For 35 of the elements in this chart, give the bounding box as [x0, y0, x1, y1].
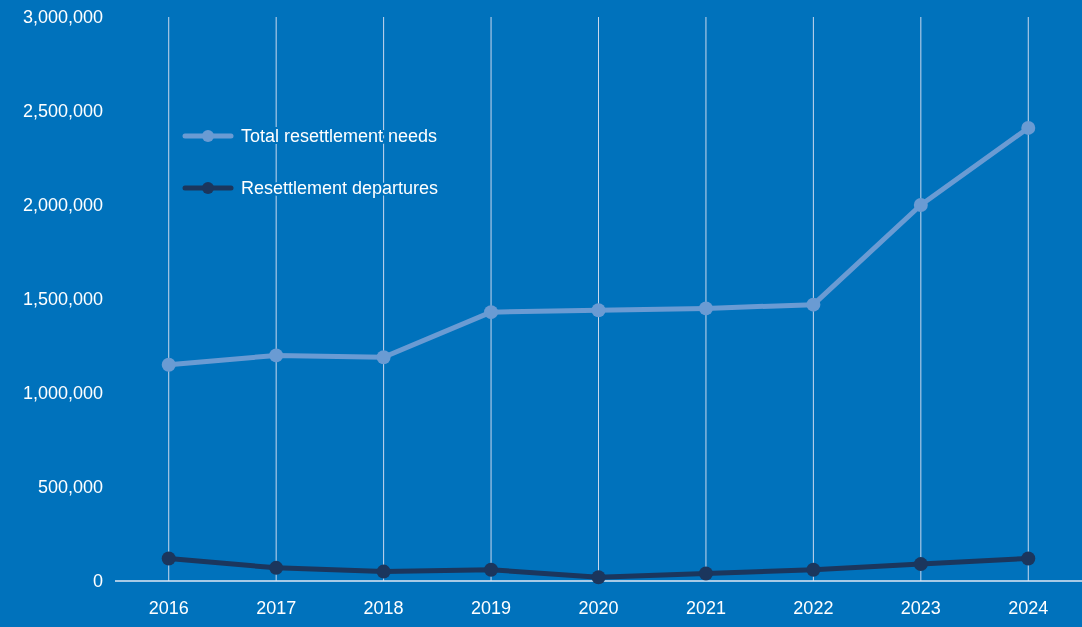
point: [161, 357, 176, 372]
y-tick-label: 2,500,000: [22, 101, 103, 122]
point: [1021, 551, 1036, 566]
y-tick-label: 1,000,000: [22, 383, 103, 404]
point: [591, 570, 606, 585]
point: [376, 350, 391, 365]
y-tick-label: 1,500,000: [22, 289, 103, 310]
y-tick-label: 3,000,000: [22, 7, 103, 28]
point: [484, 305, 499, 320]
point: [161, 551, 176, 566]
y-tick-label: 2,000,000: [22, 195, 103, 216]
x-tick-label: 2022: [793, 598, 834, 618]
point: [698, 566, 713, 581]
x-tick-label: 2024: [1008, 598, 1049, 618]
point: [269, 348, 284, 363]
point: [484, 562, 499, 577]
point: [698, 301, 713, 316]
legend-label: Total resettlement needs: [241, 126, 438, 147]
y-tick-label: 500,000: [37, 477, 103, 498]
y-tick-label: 0: [92, 571, 103, 592]
x-tick-label: 2017: [256, 598, 297, 618]
point: [1021, 120, 1036, 135]
point: [913, 198, 928, 212]
x-tick-label: 2020: [578, 598, 619, 618]
point: [806, 297, 821, 312]
point: [269, 560, 284, 575]
x-tick-label: 2019: [471, 598, 512, 618]
point: [376, 564, 391, 579]
point: [913, 557, 928, 572]
point: [806, 562, 821, 577]
x-tick-label: 2016: [148, 598, 189, 618]
x-tick-label: 2023: [900, 598, 941, 618]
x-tick-label: 2018: [363, 598, 404, 618]
x-tick-label: 2021: [685, 598, 726, 618]
point: [591, 303, 606, 318]
